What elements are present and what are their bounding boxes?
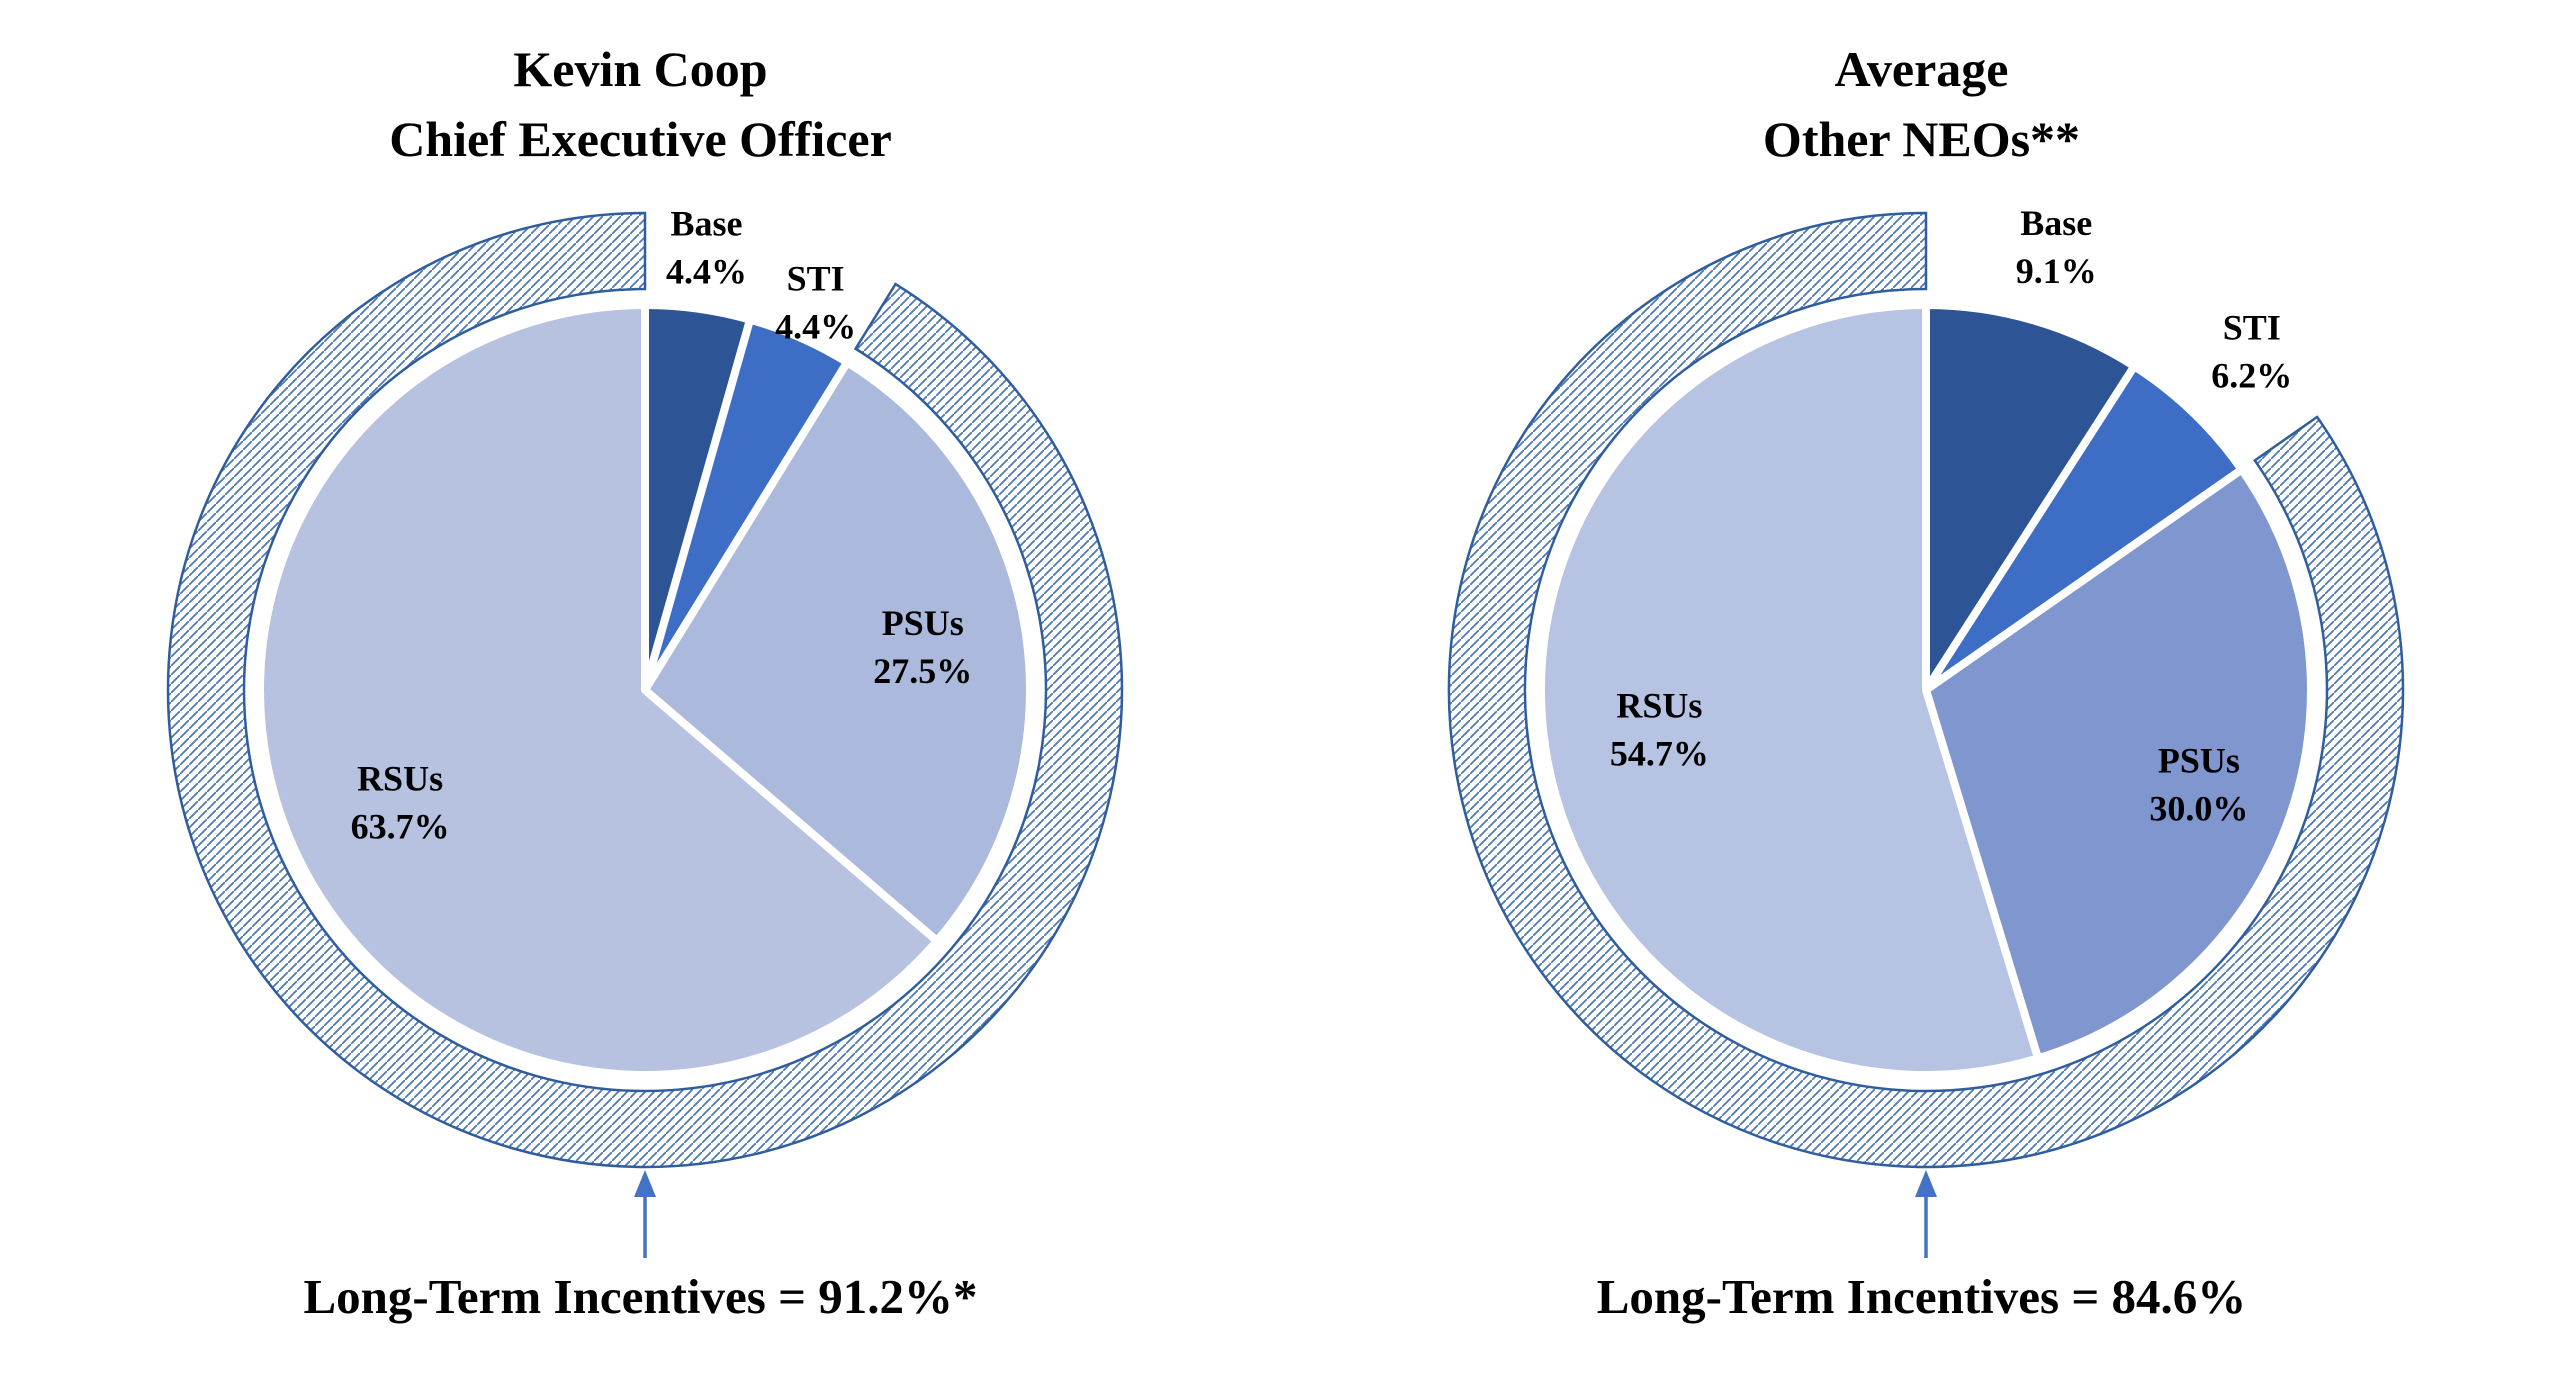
- chart-title-other-neos: Average Other NEOs**: [1281, 34, 2562, 174]
- pie-chart-other-neos: Base 9.1% STI 6.2% PSUs 30.0% RSUs 54.7%: [1447, 203, 2405, 1258]
- slice-label-psus: PSUs 30.0%: [2149, 740, 2248, 828]
- pie-slice-psus: [1922, 465, 2315, 1063]
- lti-hatched-ring: [1447, 211, 2405, 1169]
- slice-label-base: Base 9.1%: [2016, 203, 2097, 291]
- slice-label-rsus: RSUs 63.7%: [351, 758, 450, 846]
- slice-label-rsus: RSUs 54.7%: [1610, 686, 1709, 774]
- pie-slice-rsus: [1536, 301, 2043, 1079]
- pie-slice-rsus: [256, 301, 941, 1079]
- pie-slice-psus: [641, 358, 1034, 945]
- lti-annotation-other-neos: Long-Term Incentives = 84.6%: [1596, 1269, 2247, 1324]
- pie-chart-ceo: Base 4.4% STI 4.4% PSUs 27.5% RSUs 63.7%: [166, 204, 1124, 1258]
- pie-slice-sti: [1922, 362, 2246, 694]
- slice-label-base: Base 4.4%: [666, 204, 747, 292]
- slice-label-psus: PSUs 27.5%: [873, 603, 972, 691]
- chart-title-line2: Chief Executive Officer: [389, 111, 892, 167]
- lti-arrow-head: [1915, 1170, 1937, 1197]
- chart-title-line1: Average: [1834, 41, 2009, 97]
- chart-other-neos: Average Other NEOs** Base 9.1% STI 6.2% PSUs…: [1281, 0, 2562, 1399]
- chart-title-line1: Kevin Coop: [513, 41, 768, 97]
- slice-label-sti: STI 4.4%: [775, 258, 856, 346]
- lti-hatched-ring: [166, 211, 1124, 1169]
- chart-title-ceo: Kevin Coop Chief Executive Officer: [0, 34, 1281, 174]
- lti-annotation-ceo: Long-Term Incentives = 91.2%*: [303, 1269, 978, 1324]
- pie-slice-base: [1922, 301, 2139, 694]
- chart-ceo: Kevin Coop Chief Executive Officer Base 4…: [0, 34, 1281, 1324]
- slice-label-sti: STI 6.2%: [2211, 308, 2292, 396]
- chart-title-line2: Other NEOs**: [1762, 111, 2081, 167]
- lti-arrow-head: [634, 1170, 656, 1197]
